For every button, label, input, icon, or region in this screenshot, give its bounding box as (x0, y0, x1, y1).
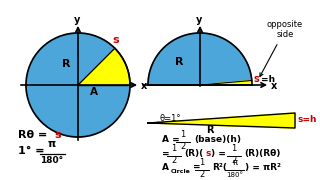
Text: (base)(h): (base)(h) (194, 135, 241, 144)
Text: 1: 1 (231, 144, 236, 153)
Text: x: x (271, 81, 277, 91)
Text: opposite
side: opposite side (260, 20, 303, 76)
Text: =: = (162, 149, 173, 158)
Text: =h: =h (261, 75, 275, 84)
Text: A: A (162, 163, 169, 172)
Text: 2: 2 (231, 156, 236, 165)
Text: R²(: R²( (212, 163, 227, 172)
Text: Circle: Circle (171, 169, 191, 174)
Text: π: π (233, 158, 237, 167)
Text: ) = πR²: ) = πR² (245, 163, 281, 172)
Text: 180°: 180° (227, 172, 244, 178)
Text: s: s (112, 35, 119, 45)
Text: (R)(: (R)( (184, 149, 203, 158)
Text: A: A (90, 87, 98, 97)
Text: 1: 1 (172, 144, 177, 153)
Text: 180°: 180° (40, 156, 64, 165)
Polygon shape (148, 113, 295, 128)
Text: A =: A = (162, 135, 183, 144)
Text: =: = (193, 163, 201, 172)
Text: R: R (62, 59, 70, 69)
Polygon shape (148, 33, 252, 85)
Text: R: R (175, 57, 183, 67)
Text: 1: 1 (180, 130, 186, 139)
Circle shape (26, 33, 130, 137)
Text: x: x (141, 81, 147, 91)
Text: 2: 2 (199, 170, 204, 179)
Text: 2: 2 (180, 142, 186, 151)
Text: s: s (205, 149, 210, 158)
Wedge shape (200, 80, 252, 85)
Text: 1° =: 1° = (18, 146, 48, 156)
Text: R: R (206, 125, 214, 135)
Text: ) =: ) = (211, 149, 229, 158)
Text: Rθ =: Rθ = (18, 130, 51, 140)
Text: (R)(Rθ): (R)(Rθ) (244, 149, 280, 158)
Text: θ=1°: θ=1° (160, 114, 181, 123)
Text: π: π (48, 139, 56, 149)
Text: y: y (74, 15, 80, 25)
Text: y: y (196, 15, 202, 25)
Text: s: s (254, 74, 260, 84)
Text: 1: 1 (199, 158, 204, 167)
Wedge shape (78, 48, 130, 85)
Text: s=h: s=h (297, 116, 316, 125)
Text: s: s (54, 130, 60, 140)
Text: 2: 2 (172, 156, 177, 165)
